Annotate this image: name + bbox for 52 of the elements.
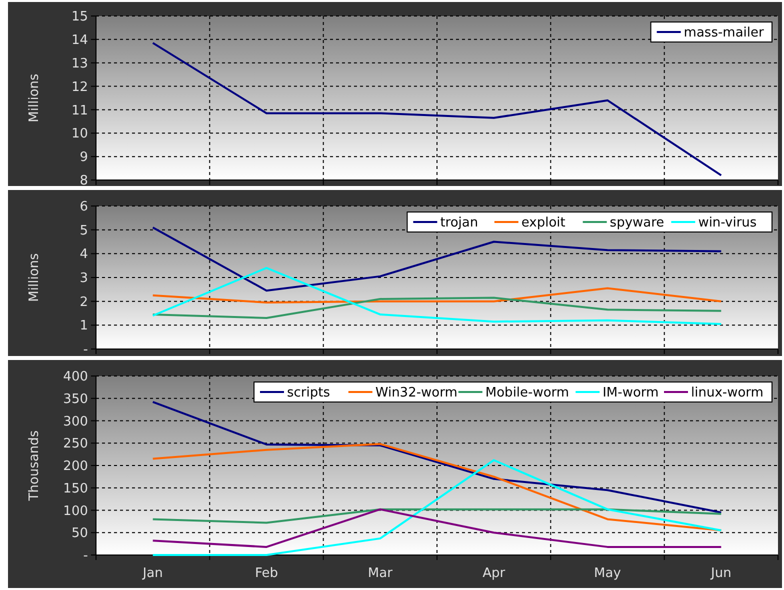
legend-label: win-virus bbox=[698, 216, 757, 231]
legend-label: exploit bbox=[521, 216, 566, 231]
line-series bbox=[152, 287, 722, 304]
line-series bbox=[152, 400, 722, 514]
y-tick-label: 50 bbox=[71, 526, 88, 542]
x-tick-label: Jan bbox=[142, 566, 163, 581]
y-tick-label: - bbox=[83, 342, 88, 358]
y-tick-label: 15 bbox=[71, 10, 88, 25]
line-series bbox=[152, 42, 722, 176]
legend-label: spyware bbox=[610, 216, 664, 231]
y-tick-label: 14 bbox=[71, 32, 88, 48]
y-tick-label: 10 bbox=[71, 126, 88, 142]
y-tick-label: 150 bbox=[63, 481, 88, 496]
y-axis-title: Millions bbox=[27, 73, 42, 122]
y-tick-label: 8 bbox=[80, 174, 88, 189]
legend-label: mass-mailer bbox=[684, 26, 765, 41]
legend-label: Win32-worm bbox=[375, 386, 458, 401]
line-series bbox=[152, 443, 722, 532]
y-tick-label: 400 bbox=[63, 370, 88, 385]
y-tick-label: - bbox=[83, 548, 88, 564]
line-series bbox=[152, 508, 722, 524]
y-tick-label: 6 bbox=[80, 200, 88, 215]
legend-label: IM-worm bbox=[602, 386, 659, 401]
x-tick-label: Jun bbox=[710, 566, 732, 581]
line-series bbox=[152, 266, 722, 325]
y-tick-label: 300 bbox=[63, 414, 88, 430]
legend-label: Mobile-worm bbox=[485, 386, 570, 401]
y-tick-label: 2 bbox=[80, 294, 88, 310]
y-axis-title: Thousands bbox=[27, 430, 42, 502]
legend-label: trojan bbox=[440, 216, 478, 231]
y-tick-label: 9 bbox=[80, 150, 88, 166]
x-tick-label: Mar bbox=[368, 566, 394, 581]
line-series bbox=[152, 296, 722, 320]
y-axis-title: Millions bbox=[27, 252, 42, 302]
line-series bbox=[152, 459, 722, 556]
y-tick-label: 4 bbox=[80, 247, 88, 262]
y-tick-label: 5 bbox=[80, 223, 88, 238]
y-tick-label: 250 bbox=[63, 436, 88, 452]
legend-label: linux-worm bbox=[691, 386, 764, 401]
line-series bbox=[152, 508, 722, 548]
y-tick-label: 11 bbox=[71, 103, 88, 118]
x-tick-label: May bbox=[594, 566, 622, 581]
y-tick-label: 12 bbox=[71, 80, 88, 95]
legend-label: scripts bbox=[287, 386, 330, 401]
y-tick-label: 200 bbox=[63, 459, 88, 474]
x-tick-label: Apr bbox=[482, 566, 506, 581]
y-tick-label: 100 bbox=[63, 504, 88, 519]
x-tick-label: Feb bbox=[254, 566, 278, 581]
y-tick-label: 3 bbox=[80, 271, 88, 286]
y-tick-label: 13 bbox=[71, 56, 88, 72]
y-tick-label: 1 bbox=[80, 318, 88, 334]
y-tick-label: 350 bbox=[63, 392, 88, 407]
